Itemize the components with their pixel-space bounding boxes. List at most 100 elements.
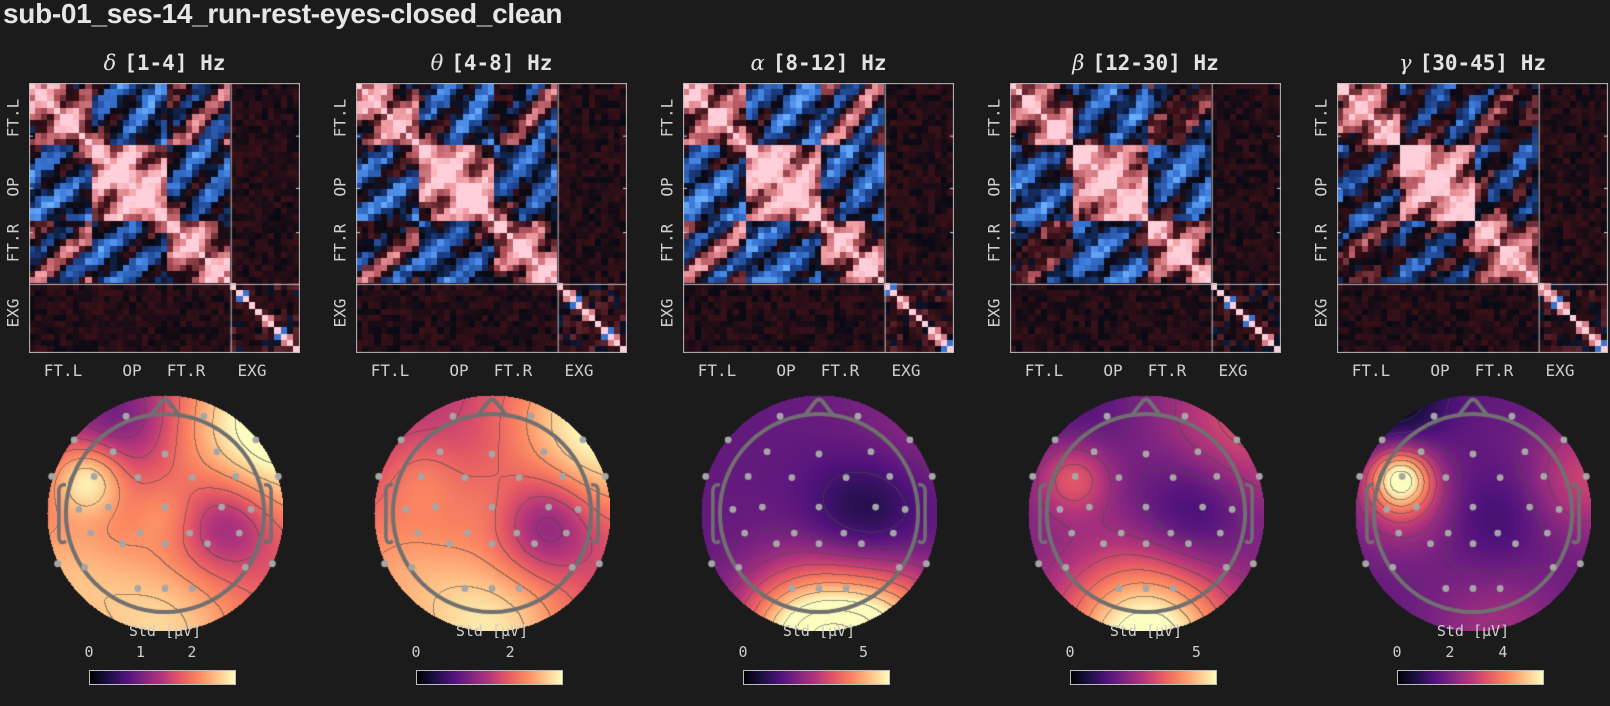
matrix-y-label-op: OP bbox=[1311, 177, 1331, 197]
colorbar-label: Std [μV] bbox=[1436, 622, 1510, 640]
matrix-x-label-ftr: FT.R bbox=[820, 361, 860, 380]
matrix-x-label-exg: EXG bbox=[564, 361, 594, 380]
band-range-label: [4-8] Hz bbox=[451, 51, 553, 75]
correlation-matrix bbox=[356, 83, 627, 353]
band-range-label: [1-4] Hz bbox=[124, 51, 226, 75]
matrix-x-label-ftl: FT.L bbox=[697, 361, 737, 380]
colorbar-tick-label: 0 bbox=[411, 643, 421, 661]
band-title: δ [1-4] Hz bbox=[29, 51, 300, 75]
band-title: γ [30-45] Hz bbox=[1337, 51, 1608, 75]
matrix-x-label-exg: EXG bbox=[237, 361, 267, 380]
matrix-x-label-ftr: FT.R bbox=[1147, 361, 1187, 380]
correlation-matrix-canvas bbox=[29, 83, 300, 353]
colorbar-label: Std [μV] bbox=[782, 622, 856, 640]
matrix-y-label-exg: EXG bbox=[657, 298, 677, 328]
correlation-matrix-canvas bbox=[1337, 83, 1608, 353]
matrix-x-label-op: OP bbox=[776, 361, 796, 380]
page-title: sub-01_ses-14_run-rest-eyes-closed_clean bbox=[3, 0, 563, 29]
colorbar bbox=[416, 670, 563, 685]
matrix-x-label-op: OP bbox=[1103, 361, 1123, 380]
matrix-y-label-ftr: FT.R bbox=[330, 223, 350, 263]
colorbar-tick-label: 2 bbox=[187, 643, 197, 661]
topomap-canvas bbox=[47, 395, 283, 631]
band-panel-gamma: γ [30-45] Hz FT.L OP FT.R EXG FT.L OP FT.R EXG … bbox=[1312, 0, 1610, 706]
colorbar-tick-label: 0 bbox=[84, 643, 94, 661]
correlation-matrix bbox=[1010, 83, 1281, 353]
colorbar-tick-label: 5 bbox=[859, 643, 869, 661]
matrix-x-label-op: OP bbox=[122, 361, 142, 380]
band-panel-beta: β [12-30] Hz FT.L OP FT.R EXG FT.L OP FT.R EXG … bbox=[985, 0, 1337, 706]
matrix-x-label-exg: EXG bbox=[891, 361, 921, 380]
correlation-matrix-canvas bbox=[356, 83, 627, 353]
colorbar-tick-label: 2 bbox=[1445, 643, 1455, 661]
band-range-label: [12-30] Hz bbox=[1092, 51, 1219, 75]
colorbar-label: Std [μV] bbox=[1109, 622, 1183, 640]
colorbar-tick-label: 0 bbox=[1065, 643, 1075, 661]
band-greek-symbol: δ bbox=[103, 51, 117, 75]
band-title: α [8-12] Hz bbox=[683, 51, 954, 75]
correlation-matrix-canvas bbox=[1010, 83, 1281, 353]
correlation-matrix bbox=[683, 83, 954, 353]
matrix-x-label-ftl: FT.L bbox=[370, 361, 410, 380]
matrix-x-label-ftl: FT.L bbox=[1351, 361, 1391, 380]
matrix-y-label-exg: EXG bbox=[984, 298, 1004, 328]
topomap-canvas bbox=[1028, 395, 1264, 631]
matrix-y-label-ftl: FT.L bbox=[330, 98, 350, 138]
topomap-canvas bbox=[1355, 395, 1591, 631]
band-greek-symbol: θ bbox=[430, 51, 444, 75]
colorbar-tick-label: 0 bbox=[1392, 643, 1402, 661]
correlation-matrix bbox=[1337, 83, 1608, 353]
matrix-x-label-ftl: FT.L bbox=[1024, 361, 1064, 380]
band-title: β [12-30] Hz bbox=[1010, 51, 1281, 75]
colorbar-tick-label: 4 bbox=[1498, 643, 1508, 661]
topomap-canvas bbox=[701, 395, 937, 631]
matrix-y-label-exg: EXG bbox=[1311, 298, 1331, 328]
matrix-y-label-ftr: FT.R bbox=[984, 223, 1004, 263]
topomap-canvas bbox=[374, 395, 610, 631]
matrix-y-label-ftr: FT.R bbox=[1311, 223, 1331, 263]
band-greek-symbol: β bbox=[1072, 51, 1085, 75]
colorbar-tick-label: 0 bbox=[738, 643, 748, 661]
correlation-matrix bbox=[29, 83, 300, 353]
matrix-y-label-ftr: FT.R bbox=[657, 223, 677, 263]
matrix-x-label-op: OP bbox=[449, 361, 469, 380]
matrix-x-label-ftr: FT.R bbox=[493, 361, 533, 380]
matrix-y-label-op: OP bbox=[657, 177, 677, 197]
matrix-y-label-op: OP bbox=[330, 177, 350, 197]
matrix-y-label-ftl: FT.L bbox=[1311, 98, 1331, 138]
colorbar bbox=[743, 670, 890, 685]
band-panel-alpha: α [8-12] Hz FT.L OP FT.R EXG FT.L OP FT.R EXG S… bbox=[658, 0, 1010, 706]
band-panel-delta: δ [1-4] Hz FT.L OP FT.R EXG FT.L OP FT.R EXG St… bbox=[4, 0, 356, 706]
matrix-x-label-ftl: FT.L bbox=[43, 361, 83, 380]
colorbar bbox=[1397, 670, 1544, 685]
band-title: θ [4-8] Hz bbox=[356, 51, 627, 75]
topomap bbox=[374, 395, 610, 631]
matrix-y-label-op: OP bbox=[984, 177, 1004, 197]
matrix-y-label-exg: EXG bbox=[330, 298, 350, 328]
colorbar-label: Std [μV] bbox=[455, 622, 529, 640]
matrix-x-label-exg: EXG bbox=[1218, 361, 1248, 380]
matrix-x-label-ftr: FT.R bbox=[166, 361, 206, 380]
matrix-y-label-ftl: FT.L bbox=[3, 98, 23, 138]
matrix-x-label-op: OP bbox=[1430, 361, 1450, 380]
colorbar-tick-label: 1 bbox=[135, 643, 145, 661]
colorbar-tick-label: 2 bbox=[505, 643, 515, 661]
band-greek-symbol: α bbox=[750, 51, 765, 75]
topomap bbox=[701, 395, 937, 631]
matrix-x-label-exg: EXG bbox=[1545, 361, 1575, 380]
colorbar bbox=[1070, 670, 1217, 685]
matrix-y-label-ftl: FT.L bbox=[657, 98, 677, 138]
topomap bbox=[1028, 395, 1264, 631]
matrix-x-label-ftr: FT.R bbox=[1474, 361, 1514, 380]
correlation-matrix-canvas bbox=[683, 83, 954, 353]
topomap bbox=[1355, 395, 1591, 631]
matrix-y-label-ftr: FT.R bbox=[3, 223, 23, 263]
band-panel-theta: θ [4-8] Hz FT.L OP FT.R EXG FT.L OP FT.R EXG St… bbox=[331, 0, 683, 706]
band-greek-symbol: γ bbox=[1399, 51, 1412, 75]
matrix-y-label-ftl: FT.L bbox=[984, 98, 1004, 138]
matrix-y-label-exg: EXG bbox=[3, 298, 23, 328]
colorbar-label: Std [μV] bbox=[128, 622, 202, 640]
band-range-label: [8-12] Hz bbox=[772, 51, 887, 75]
colorbar bbox=[89, 670, 236, 685]
band-range-label: [30-45] Hz bbox=[1419, 51, 1546, 75]
